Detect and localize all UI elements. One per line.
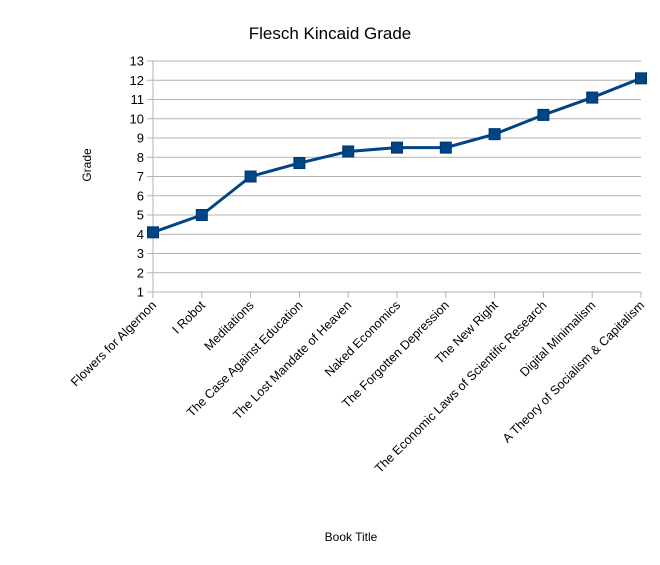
- y-tick-label: 2: [137, 265, 144, 280]
- y-tick-label: 8: [137, 150, 144, 165]
- y-tick-label: 3: [137, 246, 144, 261]
- y-tick-label: 4: [137, 227, 144, 242]
- series: [147, 72, 647, 239]
- y-tick-label: 5: [137, 208, 144, 223]
- data-point: [293, 157, 306, 170]
- data-point: [439, 141, 452, 154]
- y-tick-label: 9: [137, 131, 144, 146]
- axes: [152, 61, 642, 298]
- x-tick-labels: Flowers for Algernon I RobotMeditationsTh…: [68, 298, 647, 476]
- y-tick-label: 7: [137, 169, 144, 184]
- y-tick-label: 6: [137, 188, 144, 203]
- series-line: [152, 76, 642, 234]
- x-tick-label: Flowers for Algernon: [68, 298, 159, 389]
- data-point: [342, 145, 355, 158]
- y-axis-label: Grade: [80, 148, 94, 182]
- data-point: [635, 72, 647, 85]
- y-tick-label: 11: [131, 92, 145, 107]
- x-tick-label: The Economic Laws of Scientific Research: [372, 298, 549, 475]
- data-point: [391, 141, 403, 154]
- y-tick-label: 10: [130, 111, 144, 126]
- data-point: [537, 108, 550, 121]
- data-point: [586, 91, 599, 104]
- data-point: [147, 226, 159, 239]
- gridlines: [147, 60, 641, 293]
- y-tick-label: 12: [130, 73, 144, 88]
- x-tick-label: I Robot: [170, 298, 209, 337]
- data-point: [244, 170, 257, 183]
- y-tick-label: 1: [137, 285, 144, 300]
- x-axis-label: Book Title: [325, 530, 378, 544]
- data-point: [195, 209, 208, 221]
- data-point: [488, 128, 501, 141]
- chart-title: Flesch Kincaid Grade: [249, 24, 412, 43]
- y-tick-label: 13: [130, 54, 144, 69]
